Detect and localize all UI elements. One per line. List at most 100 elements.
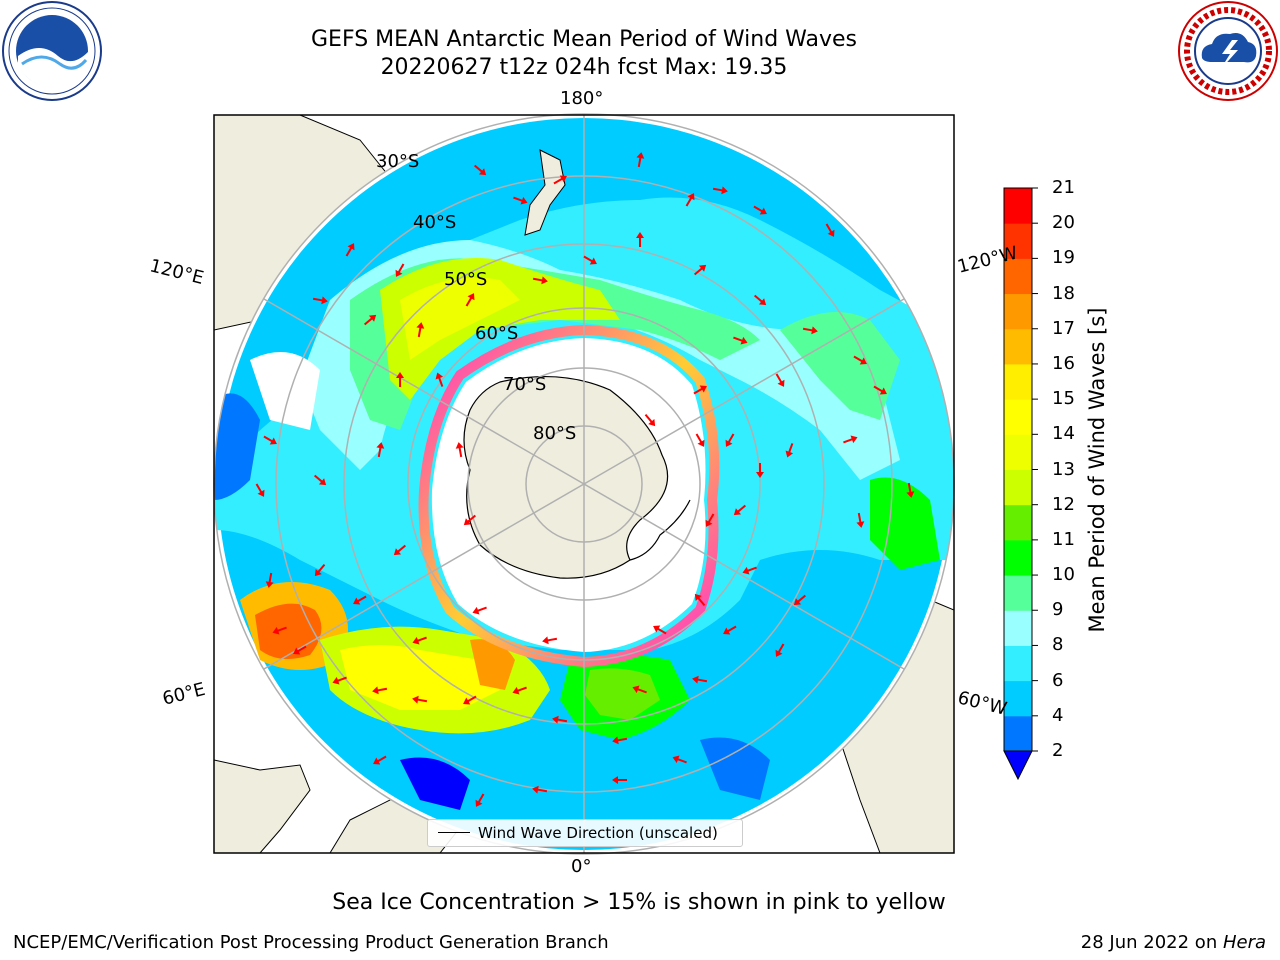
wave-direction-arrow xyxy=(685,193,695,207)
footer-credit: NCEP/EMC/Verification Post Processing Pr… xyxy=(13,932,609,953)
colorbar-under-triangle xyxy=(1003,750,1033,781)
wave-direction-arrow xyxy=(705,513,715,527)
wave-direction-arrow xyxy=(542,636,558,645)
wave-direction-arrow xyxy=(636,232,644,247)
wave-direction-arrow xyxy=(753,205,767,215)
colorbar-title: Mean Period of Wind Waves [s] xyxy=(1085,307,1109,633)
colorbar-bin xyxy=(1004,223,1032,259)
wave-direction-arrow xyxy=(513,196,528,205)
wave-direction-arrow xyxy=(693,385,707,395)
wave-direction-arrow xyxy=(723,625,737,635)
noaa-logo xyxy=(2,1,102,101)
nws-logo xyxy=(1178,1,1278,101)
lon-label-0: 0° xyxy=(571,856,592,877)
footer-host: Hera xyxy=(1222,932,1266,953)
wave-direction-arrow xyxy=(733,504,747,516)
colorbar-tick-label: 19 xyxy=(1052,247,1075,269)
footer-date-text: 28 Jun 2022 on xyxy=(1080,932,1223,953)
colorbar-bin xyxy=(1004,539,1032,576)
wave-direction-arrow xyxy=(873,385,887,395)
wave-direction-arrow xyxy=(693,264,707,276)
colorbar-tick-label: 4 xyxy=(1052,704,1064,726)
wave-direction-arrow xyxy=(412,695,428,704)
wave-direction-arrow xyxy=(825,223,835,237)
wave-direction-arrow xyxy=(455,442,464,458)
wave-direction-arrow xyxy=(712,186,728,195)
colorbar-bin xyxy=(1004,293,1032,330)
land-africa xyxy=(214,759,311,853)
wave-direction-arrow xyxy=(756,463,764,478)
colorbar-bin xyxy=(1004,188,1032,224)
colorbar-bin xyxy=(1004,645,1032,682)
lat-label-60s: 60°S xyxy=(475,323,519,344)
wave-direction-arrow xyxy=(412,636,427,645)
wave-direction-arrow xyxy=(416,322,425,338)
colorbar-bin xyxy=(1004,575,1032,611)
colorbar-tick-label: 13 xyxy=(1052,458,1075,480)
colorbar-bin xyxy=(1004,469,1032,506)
wave-direction-arrow xyxy=(785,443,794,458)
wave-direction-arrow xyxy=(372,686,388,695)
graticule xyxy=(214,114,954,854)
wave-direction-arrow xyxy=(775,643,785,657)
chart-subtitle: 20220627 t12z 024h fcst Max: 19.35 xyxy=(380,55,788,80)
wave-direction-arrow xyxy=(725,433,735,447)
wave-direction-arrow xyxy=(373,755,387,765)
colorbar-bin xyxy=(1004,610,1032,646)
colorbar-tick-label: 17 xyxy=(1052,317,1075,339)
colorbar-bin xyxy=(1004,434,1032,470)
colorbar-tick-label: 15 xyxy=(1052,388,1075,410)
wave-direction-arrow xyxy=(463,695,477,705)
wave-direction-arrow xyxy=(395,263,405,277)
wave-direction-arrow xyxy=(312,296,328,305)
lon-label-180: 180° xyxy=(560,88,604,109)
wave-direction-arrow xyxy=(263,435,277,445)
land-antarctica xyxy=(463,375,669,579)
sea-ice-caption: Sea Ice Concentration > 15% is shown in … xyxy=(332,890,946,915)
map-legend: Wind Wave Direction (unscaled) xyxy=(427,819,743,847)
wave-direction-arrow xyxy=(793,594,807,606)
wave-direction-arrow xyxy=(314,563,326,577)
colorbar-tick-label: 14 xyxy=(1052,423,1075,445)
wave-direction-arrow xyxy=(313,474,327,486)
wave-direction-arrow xyxy=(906,482,915,498)
colorbar-bin xyxy=(1004,328,1032,365)
colorbar-bin xyxy=(1004,715,1032,752)
wave-direction-arrow xyxy=(363,314,377,326)
wave-direction-arrow xyxy=(463,514,477,526)
wave-direction-arrow xyxy=(802,326,818,335)
wave-direction-arrow xyxy=(583,255,597,265)
wave-direction-arrow xyxy=(733,336,748,345)
wave-direction-arrow xyxy=(473,164,487,176)
wave-direction-arrow xyxy=(345,243,355,257)
colorbar-tick-label: 2 xyxy=(1052,740,1064,761)
chart-title: GEFS MEAN Antarctic Mean Period of Wind … xyxy=(311,27,857,52)
wave-direction-arrow xyxy=(644,413,656,427)
colorbar-bin xyxy=(1004,258,1032,295)
colorbar-tick-label: 10 xyxy=(1052,564,1075,586)
wave-direction-arrow xyxy=(512,686,527,695)
colorbar-tick-label: 11 xyxy=(1052,528,1075,550)
footer-date: 28 Jun 2022 on Hera xyxy=(1081,932,1266,953)
wave-direction-arrow xyxy=(753,294,767,306)
lat-label-30s: 30°S xyxy=(376,151,420,172)
wave-direction-arrow xyxy=(332,676,347,685)
wave-direction-arrow xyxy=(553,175,567,185)
colorbar-bin xyxy=(1004,363,1032,400)
wave-direction-arrow xyxy=(742,566,757,575)
wave-direction-arrow xyxy=(853,355,867,365)
colorbar-bin xyxy=(1004,399,1032,435)
wave-direction-arrow xyxy=(465,293,475,307)
wave-direction-arrow xyxy=(475,793,485,807)
legend-line-swatch xyxy=(438,832,470,833)
wave-direction-arrow xyxy=(653,625,667,635)
wave-direction-arrow xyxy=(694,593,706,607)
colorbar-tick-label: 20 xyxy=(1052,212,1075,234)
colorbar-tick-label: 12 xyxy=(1052,493,1075,515)
wave-direction-arrow xyxy=(435,372,444,387)
wave-direction-arrow xyxy=(376,442,385,458)
colorbar-tick-label: 6 xyxy=(1052,669,1064,691)
map-frame xyxy=(213,114,955,854)
lat-label-70s: 70°S xyxy=(503,374,547,395)
